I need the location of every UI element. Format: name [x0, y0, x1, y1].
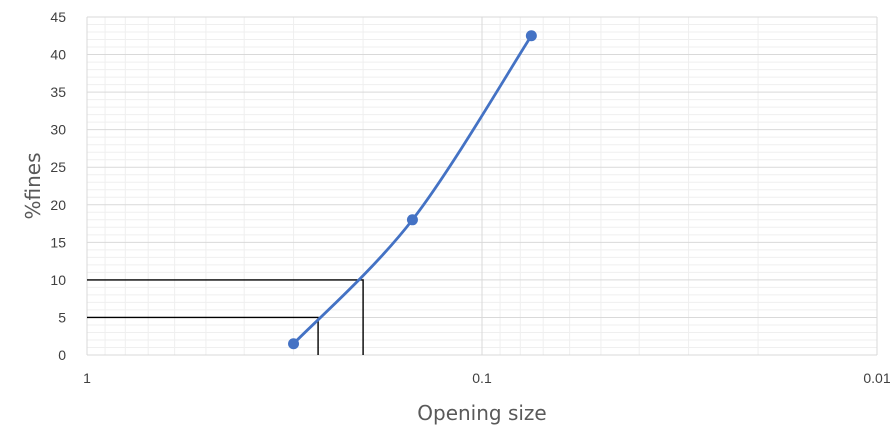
x-tick-label: 1	[83, 370, 91, 386]
y-tick-label: 45	[50, 9, 66, 25]
y-axis-title: %fines	[21, 152, 45, 219]
x-tick-label: 0.01	[863, 370, 890, 386]
tick-labels: 0 5 10 15 20 25 30 35 40 45 1 0.1 0.01	[50, 9, 890, 386]
data-point	[525, 30, 537, 42]
data-point	[406, 214, 418, 226]
y-tick-label: 40	[50, 47, 66, 63]
x-tick-label: 0.1	[472, 370, 492, 386]
data-point	[288, 338, 300, 350]
reference-line	[87, 279, 364, 355]
reference-line	[87, 316, 319, 355]
y-tick-label: 5	[58, 309, 66, 325]
series-layer	[288, 30, 537, 350]
x-axis-title: Opening size	[417, 401, 546, 425]
y-tick-label: 30	[50, 122, 66, 138]
y-tick-label: 15	[50, 234, 66, 250]
y-tick-label: 10	[50, 272, 66, 288]
reference-lines	[87, 279, 364, 355]
gridlines	[86, 16, 878, 356]
y-tick-label: 35	[50, 84, 66, 100]
y-tick-label: 20	[50, 197, 66, 213]
y-tick-label: 25	[50, 159, 66, 175]
y-tick-label: 0	[58, 347, 66, 363]
